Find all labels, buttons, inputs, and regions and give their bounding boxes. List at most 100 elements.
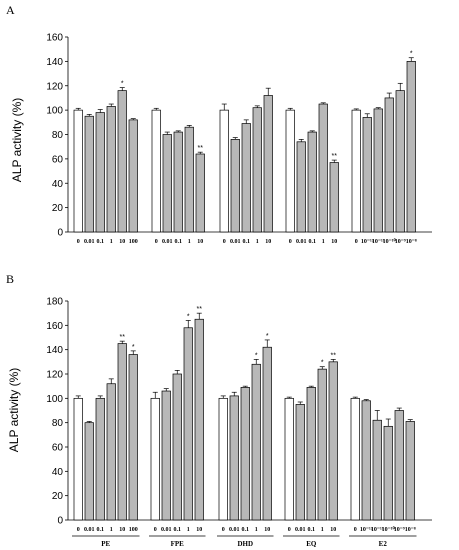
panel-b-bar xyxy=(161,390,171,521)
panel-a-y-tick-label: 120 xyxy=(46,81,63,92)
panel-a-x-tick-label: 10 xyxy=(331,239,337,245)
panel-b-x-tick-label: 10⁻⁸ xyxy=(405,527,416,533)
panel-a-bar xyxy=(84,115,94,233)
panel-b-bar xyxy=(172,373,182,521)
panel-b-bar xyxy=(251,363,261,521)
panel-b-significance-marker: ** xyxy=(197,306,203,313)
panel-b-x-tick-label: 0.1 xyxy=(97,527,105,533)
panel-a-x-tick-label: 0 xyxy=(155,239,158,245)
panel-a-bar xyxy=(373,108,383,233)
panel-a-significance-marker: * xyxy=(121,81,124,88)
panel-a-x-tick-label: 10⁻⁸ xyxy=(406,239,417,245)
panel-b-bar xyxy=(84,422,94,521)
panel-a-x-tick-label: 1 xyxy=(256,239,259,245)
panel-a-y-tick-label: 0 xyxy=(57,228,63,239)
panel-b-bar xyxy=(117,343,127,521)
panel-b-group-label: E2 xyxy=(379,540,388,548)
panel-b-x-tick-label: 1 xyxy=(255,527,258,533)
panel-a-bar xyxy=(95,112,105,233)
panel-a-x-tick-label: 10 xyxy=(265,239,271,245)
panel-a-letter: A xyxy=(6,3,15,17)
panel-a-x-tick-label: 10 xyxy=(119,239,125,245)
panel-b-y-tick-label: 0 xyxy=(57,516,63,527)
panel-a-bar xyxy=(230,139,240,233)
panel-b-bar xyxy=(150,397,160,521)
panel-a-y-tick-label: 60 xyxy=(52,154,64,165)
panel-b-y-tick-label: 160 xyxy=(46,321,63,332)
panel-a-x-tick-label: 0.01 xyxy=(230,239,241,245)
panel-a-x-tick-label: 0.1 xyxy=(175,239,183,245)
panel-b-x-tick-label: 10⁻¹⁰ xyxy=(382,526,396,533)
panel-a-x-tick-label: 0.01 xyxy=(162,239,173,245)
panel-a-bar xyxy=(329,162,339,233)
panel-a-x-tick-label: 1 xyxy=(188,239,191,245)
panel-b-group-label: PE xyxy=(101,540,110,548)
panel-a-x-tick-label: 0.1 xyxy=(243,239,251,245)
panel-b-x-tick-label: 0 xyxy=(77,527,80,533)
panel-a-bar xyxy=(384,97,394,233)
panel-b-bar xyxy=(394,410,404,521)
panel-b-x-tick-label: 1 xyxy=(321,527,324,533)
panel-b-group-label: FPE xyxy=(171,540,185,548)
panel-a-x-tick-label: 1 xyxy=(110,239,113,245)
panel-a-x-tick-label: 10⁻⁹ xyxy=(395,239,406,245)
panel-b-x-tick-label: 1 xyxy=(110,527,113,533)
panel-b-significance-marker: * xyxy=(321,360,324,367)
panel-b-y-tick-label: 60 xyxy=(52,443,64,454)
panel-b-letter: B xyxy=(6,272,14,286)
panel-b-bar xyxy=(306,387,316,521)
panel-b-bar xyxy=(383,425,393,521)
panel-b-significance-marker: * xyxy=(132,344,135,351)
panel-b-bar xyxy=(240,387,250,521)
panel-b-bar xyxy=(183,327,193,521)
panel-a-bar xyxy=(184,126,194,233)
panel-a-bar xyxy=(151,109,161,233)
panel-a-bar xyxy=(318,103,328,233)
panel-b-x-tick-label: 0 xyxy=(288,527,291,533)
panel-a-bar xyxy=(362,117,372,233)
panel-b-y-tick-label: 80 xyxy=(52,418,64,429)
panel-b-bar xyxy=(284,397,294,521)
panel-a-bar xyxy=(285,109,295,233)
panel-b-significance-marker: * xyxy=(187,313,190,320)
panel-a-x-tick-label: 0.1 xyxy=(97,239,105,245)
panel-b-group-label: DHD xyxy=(237,540,253,548)
panel-b-x-tick-label: 10⁻¹² xyxy=(360,527,373,533)
panel-a-y-tick-label: 80 xyxy=(52,130,64,141)
panel-b-bar xyxy=(73,397,83,521)
panel-b-y-tick-label: 140 xyxy=(46,345,63,356)
panel-a-bar xyxy=(128,119,138,233)
panel-a-x-tick-label: 0.01 xyxy=(84,239,95,245)
panel-b-bar xyxy=(405,421,415,521)
panel-b-bar xyxy=(372,419,382,521)
panel-a-x-tick-label: 10⁻¹² xyxy=(361,239,374,245)
panel-a-x-tick-label: 0 xyxy=(355,239,358,245)
panel-a-bar xyxy=(219,109,229,233)
panel-a-significance-marker: ** xyxy=(198,145,204,152)
panel-a-bar xyxy=(241,123,251,233)
panel-b-x-tick-label: 0 xyxy=(154,527,157,533)
panel-a-bar xyxy=(351,109,361,233)
panel-b-x-tick-label: 10 xyxy=(196,527,202,533)
panel-b-x-tick-label: 1 xyxy=(187,527,190,533)
panel-a-bar xyxy=(263,95,273,233)
panel-a-y-tick-label: 160 xyxy=(46,33,63,44)
panel-b-bar xyxy=(328,361,338,521)
panel-b-bar xyxy=(361,400,371,521)
panel-b-x-tick-label: 10⁻⁹ xyxy=(394,527,405,533)
panel-b-x-tick-label: 100 xyxy=(129,527,138,533)
panel-b-x-tick-label: 10 xyxy=(264,527,270,533)
panel-a-bar xyxy=(117,90,127,233)
panel-b-x-tick-label: 10 xyxy=(119,527,125,533)
panel-a-significance-marker: * xyxy=(410,51,413,58)
panel-a-bar xyxy=(162,134,172,233)
panel-b-bar xyxy=(128,354,138,521)
panel-b-x-tick-label: 10⁻¹¹ xyxy=(371,527,384,533)
panel-b-y-tick-label: 20 xyxy=(52,491,64,502)
panel-b-significance-marker: * xyxy=(266,333,269,340)
panel-a-y-tick-label: 20 xyxy=(52,203,64,214)
panel-a-bar xyxy=(296,141,306,233)
panel-a-x-tick-label: 10⁻¹¹ xyxy=(372,239,385,245)
